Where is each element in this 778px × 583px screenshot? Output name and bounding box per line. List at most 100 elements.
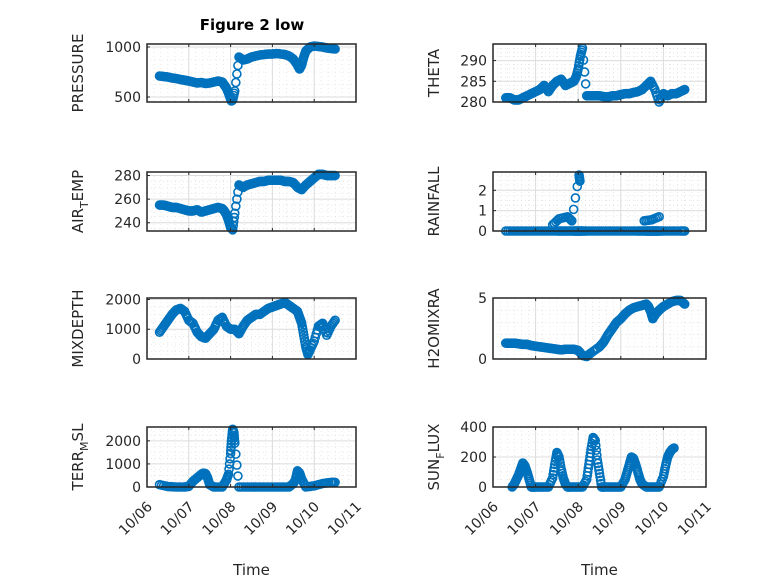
data-point <box>591 445 602 456</box>
axes-box <box>146 297 357 360</box>
y-tick-label: 280 <box>114 169 141 185</box>
series-pressure <box>154 41 340 106</box>
axes-box <box>146 426 357 488</box>
data-point <box>669 443 679 453</box>
x-tick-label: 10/06 <box>462 499 502 539</box>
y-tick-label: 5 <box>478 291 487 307</box>
y-tick-label: 0 <box>478 224 487 240</box>
data-point <box>654 211 664 222</box>
data-point <box>229 438 240 448</box>
data-point <box>233 471 243 481</box>
y-tick-label: 280 <box>460 95 487 111</box>
x-tick-label: 10/06 <box>116 499 156 539</box>
series-air_temp <box>154 169 340 235</box>
y-tick-label: 0 <box>132 480 141 496</box>
axes-box <box>146 43 357 103</box>
x-tick-label: 10/11 <box>325 499 365 539</box>
y-axis-label: PRESSURE <box>69 34 87 113</box>
y-axis-label: TERRMSL <box>69 423 91 492</box>
x-tick-label: 10/09 <box>590 499 630 539</box>
panel-terr_msl: 0 1000 2000 10/06 10/07 10/08 10/09 10/10 10/11 T… <box>69 423 365 579</box>
data-point <box>231 201 241 212</box>
data-point <box>229 208 240 219</box>
y-axis-label: MIXDEPTH <box>69 289 87 367</box>
x-tick-label: 10/08 <box>200 499 240 539</box>
axes-box <box>146 171 357 232</box>
data-point <box>232 194 242 204</box>
data-point <box>564 213 575 224</box>
panel-sun_flux: 0 200 400 10/06 10/07 10/08 10/09 10/10 10/11 Tim… <box>425 420 715 579</box>
data-point <box>579 67 590 77</box>
data-point <box>580 79 591 89</box>
x-tick-label: 10/07 <box>505 499 545 539</box>
axes-box <box>492 171 707 232</box>
data-point <box>224 464 234 474</box>
y-tick-label: 2000 <box>105 434 141 450</box>
x-axis-label: Time <box>580 561 618 579</box>
series-h2omixra <box>500 295 690 362</box>
y-axis-label: THETA <box>425 48 443 98</box>
y-tick-label: 285 <box>460 74 487 90</box>
data-point <box>575 176 585 186</box>
data-point <box>578 55 589 65</box>
plot-area <box>493 172 706 231</box>
data-point <box>231 449 241 459</box>
data-point <box>568 204 579 215</box>
y-tick-label: 0 <box>478 480 487 496</box>
panel-pressure: 500 1000 PRESSURE <box>69 34 357 113</box>
x-tick-label: 10/08 <box>547 499 587 539</box>
y-tick-label: 240 <box>114 216 141 232</box>
data-point <box>225 448 236 459</box>
panel-theta: 280 285 290 THETA <box>425 43 707 111</box>
data-point <box>229 212 240 223</box>
data-point <box>329 317 339 327</box>
data-point <box>547 473 558 483</box>
data-point <box>593 458 603 469</box>
y-tick-label: 290 <box>460 54 487 70</box>
x-tick-label: 10/10 <box>283 499 323 539</box>
data-point <box>232 460 242 470</box>
y-tick-label: 0 <box>132 352 141 368</box>
y-axis-label: SUNFLUX <box>425 424 447 491</box>
y-axis-label: H2OMIXRA <box>425 288 443 369</box>
series-mixdepth <box>154 297 340 360</box>
y-tick-label: 1000 <box>105 457 141 473</box>
data-point <box>590 440 601 451</box>
data-point <box>590 435 601 446</box>
y-tick-label: 0 <box>478 352 487 368</box>
data-point <box>548 469 558 480</box>
data-point <box>594 465 604 475</box>
y-tick-label: 1 <box>478 204 487 220</box>
data-point <box>595 472 605 482</box>
x-tick-label: 10/07 <box>158 499 198 539</box>
x-tick-label: 10/11 <box>675 499 715 539</box>
y-tick-label: 1000 <box>105 322 141 338</box>
data-point <box>567 216 577 226</box>
x-tick-label: 10/09 <box>241 499 281 539</box>
data-point <box>592 455 603 465</box>
data-point <box>570 193 581 203</box>
panel-h2omixra: 0 5 H2OMIXRA <box>425 288 707 369</box>
axes-box <box>492 43 707 103</box>
data-point <box>330 44 340 54</box>
panel-mixdepth: 0 1000 2000 MIXDEPTH <box>69 289 357 368</box>
panel-air_temp: 240 260 280 AIRTEMP <box>69 169 357 235</box>
x-tick-label: 10/10 <box>632 499 672 539</box>
data-point <box>679 84 690 95</box>
series-theta <box>500 43 690 107</box>
y-tick-label: 260 <box>114 192 141 208</box>
data-point <box>549 463 560 473</box>
plot-area <box>147 427 356 487</box>
data-point <box>565 215 576 225</box>
data-point <box>223 469 234 480</box>
y-tick-label: 1000 <box>105 40 141 56</box>
y-tick-label: 2 <box>478 183 487 199</box>
data-point <box>678 298 689 308</box>
data-point <box>330 315 340 326</box>
y-tick-label: 400 <box>460 420 487 436</box>
y-axis-label: AIRTEMP <box>69 170 91 233</box>
data-point <box>593 461 604 472</box>
x-axis-label: Time <box>232 561 270 579</box>
figure-title: Figure 2 low <box>200 16 305 34</box>
y-axis-label: RAINFALL <box>425 166 443 237</box>
